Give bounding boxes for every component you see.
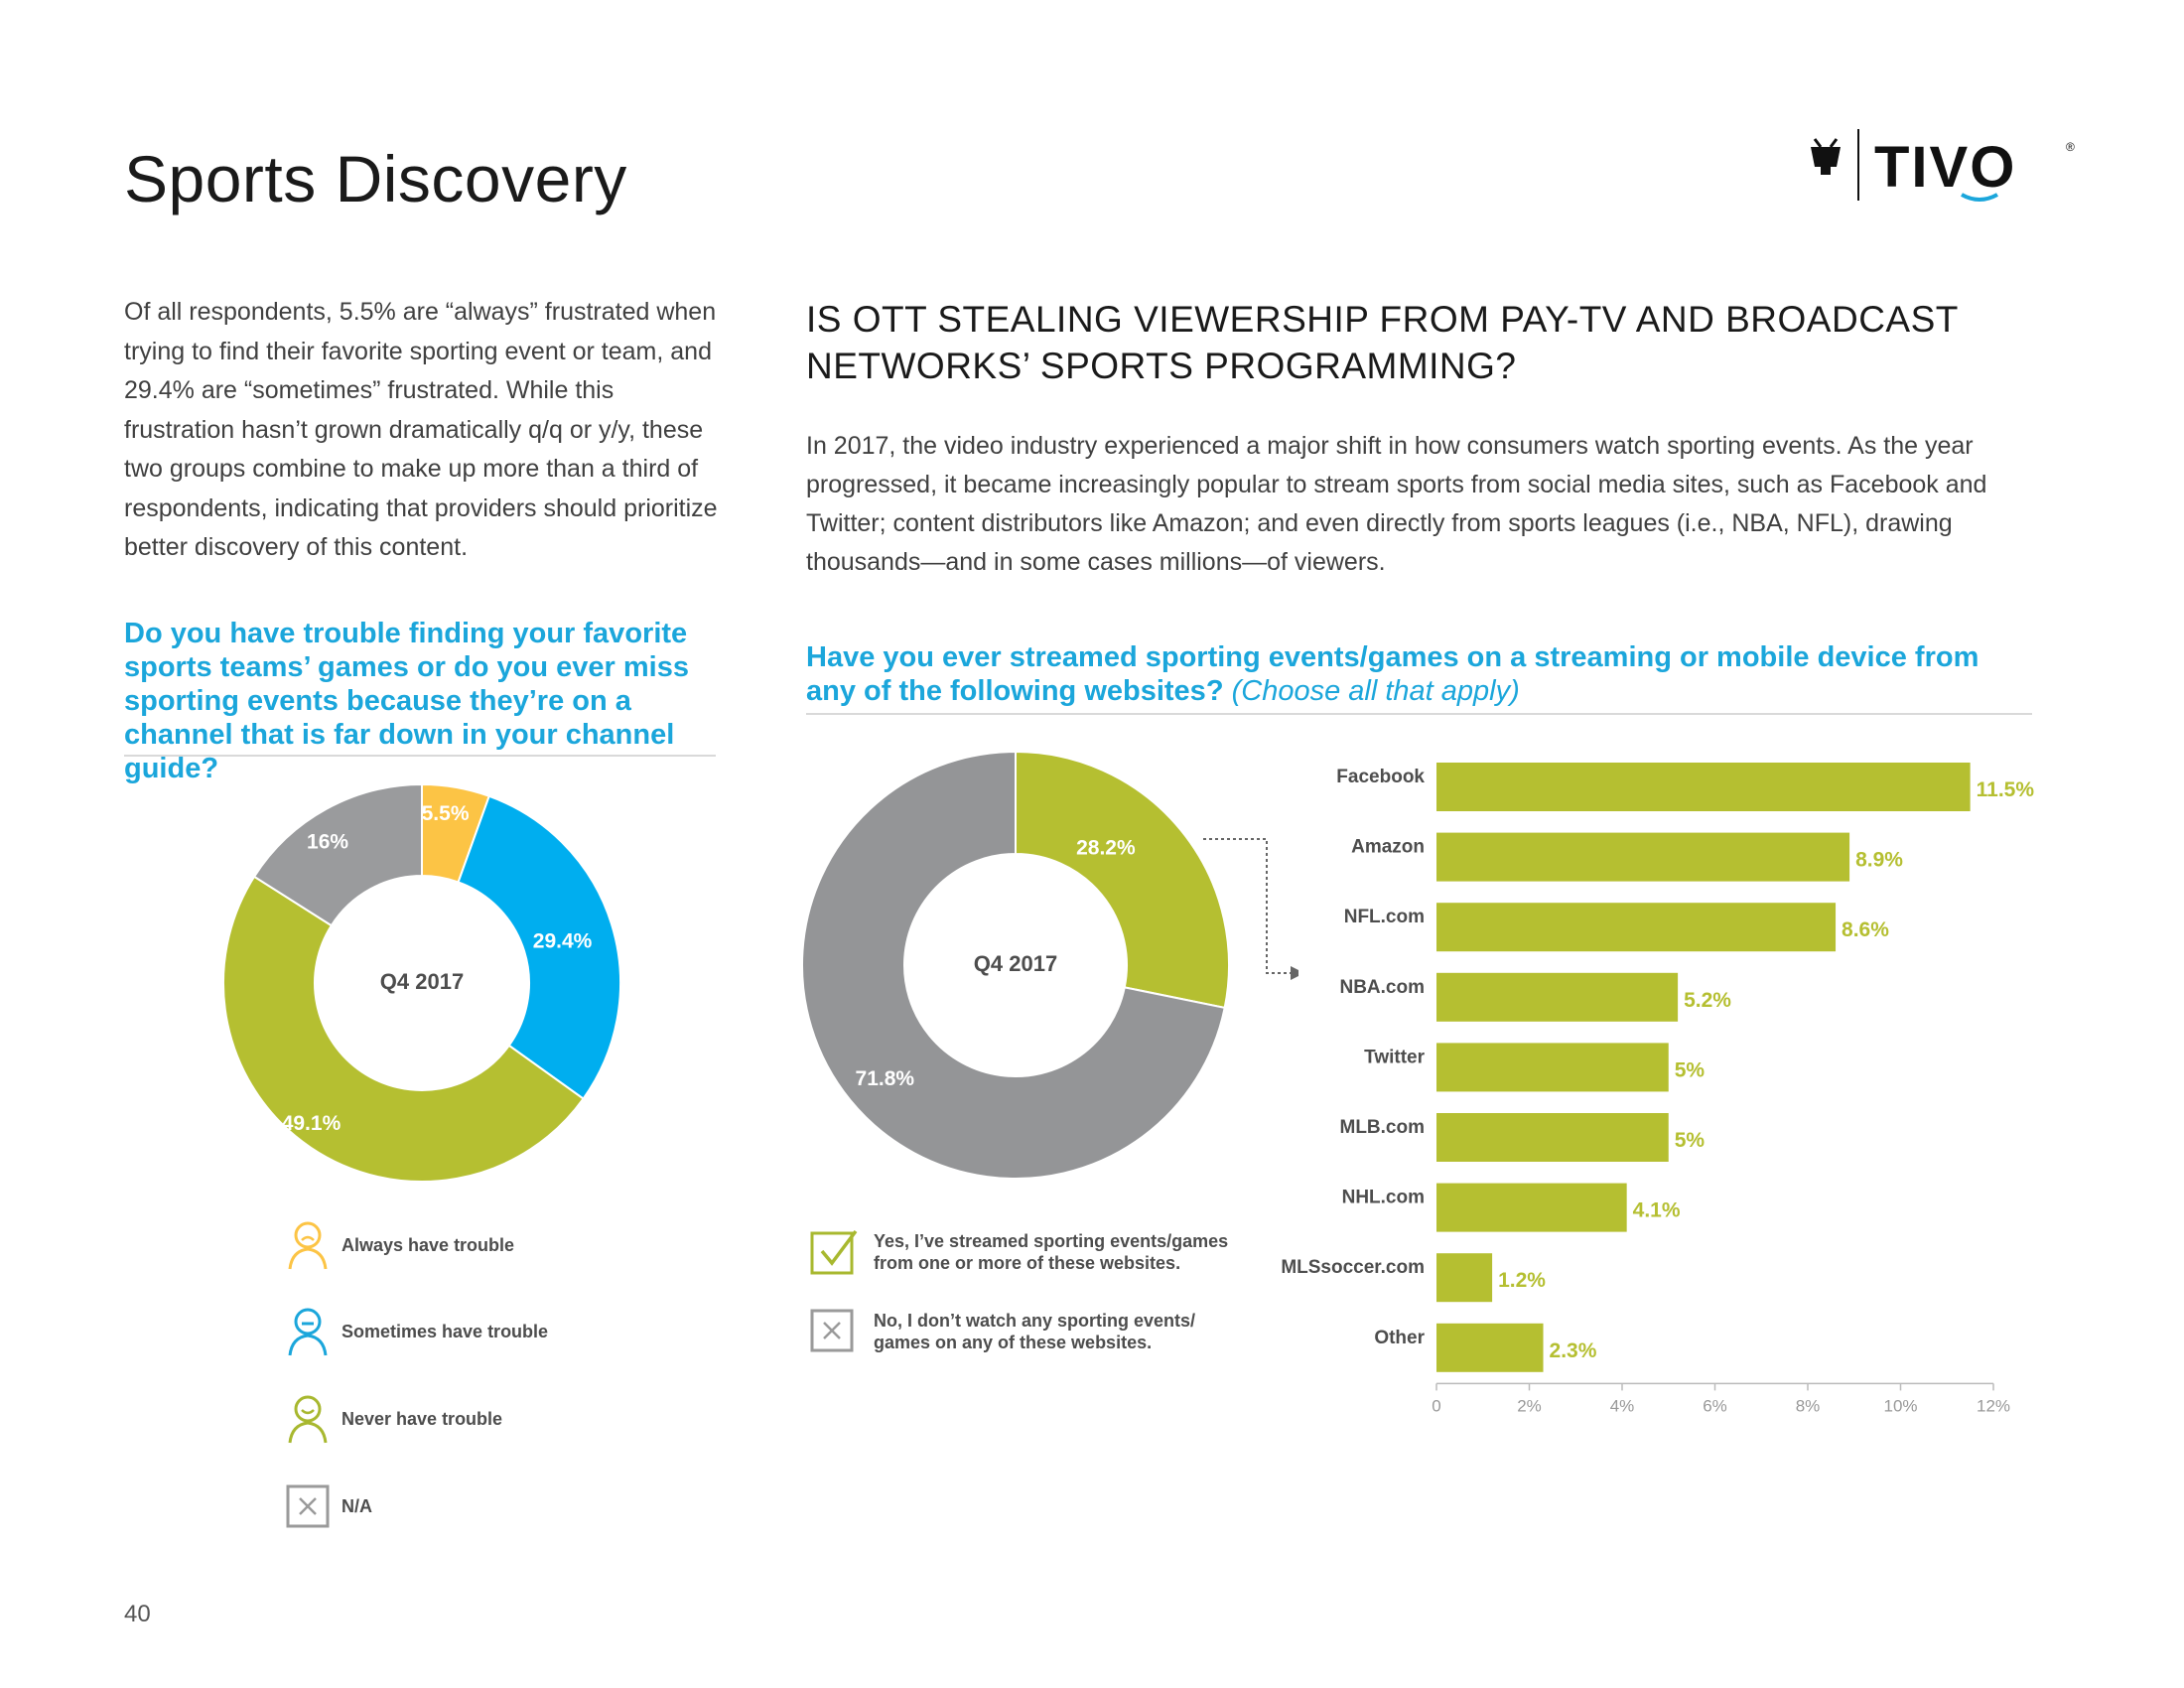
donut-slice — [252, 784, 423, 927]
legend-item-sometimes: Sometimes have trouble — [286, 1306, 548, 1357]
bar-value-label: 8.6% — [1842, 918, 1889, 941]
bar-value-label: 8.9% — [1855, 849, 1903, 872]
bar-category-label: Facebook — [1336, 767, 1425, 787]
bar — [1436, 1253, 1493, 1303]
bar — [1436, 1323, 1544, 1372]
question-2-subtext: (Choose all that apply) — [1231, 675, 1520, 707]
logo-registered-mark: ® — [2066, 140, 2075, 154]
bar-value-label: 5% — [1675, 1129, 1706, 1152]
question-2: Have you ever streamed sporting events/g… — [806, 640, 2027, 708]
donut-slice-label: 28.2% — [1076, 836, 1136, 859]
bar-category-label: MLSsoccer.com — [1281, 1257, 1425, 1278]
legend-label: Yes, I’ve streamed sporting events/games… — [874, 1231, 1229, 1273]
donut-slice — [802, 750, 1226, 1180]
legend-label: Never have trouble — [341, 1408, 503, 1429]
bar — [1436, 1183, 1627, 1232]
bar — [1436, 903, 1837, 952]
legend-item-no: No, I don’t watch any sporting events/ g… — [810, 1309, 1251, 1354]
bar-category-label: NBA.com — [1339, 977, 1425, 998]
bar — [1436, 1043, 1669, 1092]
tivo-logo: TIVO ® — [1811, 129, 2075, 202]
donut-slice-label: 49.1% — [282, 1112, 341, 1135]
bar — [1436, 1113, 1669, 1162]
legend-item-always: Always have trouble — [286, 1219, 514, 1271]
donut-slice-label: 71.8% — [856, 1067, 915, 1090]
bar-category-label: Amazon — [1351, 837, 1425, 858]
question-2-text: Have you ever streamed sporting events/g… — [806, 641, 1979, 707]
donut-slice-label: 16% — [307, 830, 348, 853]
tivo-tv-mascot-icon — [1811, 138, 1841, 175]
bar-category-label: Twitter — [1364, 1047, 1425, 1067]
donut-slice-label: 29.4% — [533, 930, 593, 953]
section-heading: IS OTT STEALING VIEWERSHIP FROM PAY-TV A… — [806, 299, 1959, 386]
streamed-donut-chart: 28.2% 71.8% Q4 2017 — [802, 750, 1298, 1180]
x-box-icon — [286, 1484, 330, 1528]
person-neutral-icon — [288, 1308, 328, 1356]
bar-category-label: NHL.com — [1342, 1188, 1425, 1208]
intro-paragraph: Of all respondents, 5.5% are “always” fr… — [124, 298, 718, 561]
question-1-divider — [124, 755, 716, 757]
bar-value-label: 2.3% — [1550, 1339, 1597, 1362]
bar-value-label: 4.1% — [1633, 1199, 1681, 1222]
logo-smile-icon — [1961, 193, 1998, 202]
bar-value-label: 11.5% — [1977, 778, 2035, 801]
x-tick-label: 8% — [1796, 1396, 1821, 1415]
page-title: Sports Discovery — [124, 142, 627, 215]
bar — [1436, 763, 1971, 811]
trouble-donut-chart: 5.5% 29.4% 49.1% 16% Q4 2017 — [223, 784, 620, 1182]
section-body: In 2017, the video industry experienced … — [806, 432, 1987, 576]
x-tick-label: 4% — [1610, 1396, 1635, 1415]
legend-label: No, I don’t watch any sporting events/ g… — [874, 1311, 1196, 1352]
websites-bar-chart: Facebook 11.5% Amazon 8.9% NFL.com 8.6% NBA.co… — [1281, 763, 2035, 1415]
bar — [1436, 972, 1679, 1022]
question-1: Do you have trouble finding your favorit… — [124, 618, 689, 784]
legend-item-na: N/A — [286, 1484, 372, 1528]
bar-category-label: Other — [1374, 1328, 1425, 1348]
bar-value-label: 1.2% — [1498, 1269, 1546, 1292]
x-tick-label: 0 — [1432, 1396, 1440, 1415]
donut-slice-label: 5.5% — [422, 802, 470, 825]
bar-value-label: 5% — [1675, 1058, 1706, 1081]
donut-slice — [457, 794, 620, 1100]
donut-slice — [223, 875, 585, 1182]
person-sad-icon — [288, 1221, 328, 1270]
legend-label: Always have trouble — [341, 1234, 515, 1255]
donut-center-label: Q4 2017 — [380, 969, 464, 994]
legend-item-yes: Yes, I’ve streamed sporting events/games… — [810, 1227, 1251, 1277]
x-tick-label: 10% — [1883, 1396, 1917, 1415]
bar-value-label: 5.2% — [1684, 989, 1731, 1012]
connector-arrow-icon — [1291, 966, 1298, 980]
connector-line — [1203, 838, 1298, 974]
checkbox-check-icon — [810, 1229, 858, 1275]
donut-center-label: Q4 2017 — [974, 951, 1057, 976]
legend-label: N/A — [341, 1495, 372, 1516]
legend-item-never: Never have trouble — [286, 1393, 502, 1445]
checkbox-x-icon — [810, 1309, 854, 1352]
page-number: 40 — [124, 1601, 151, 1627]
x-tick-label: 12% — [1977, 1396, 2010, 1415]
bar — [1436, 832, 1850, 882]
question-2-divider — [806, 713, 2032, 715]
person-happy-icon — [288, 1395, 328, 1444]
x-tick-label: 6% — [1703, 1396, 1727, 1415]
logo-wordmark: TIVO — [1874, 135, 2016, 200]
x-tick-label: 2% — [1517, 1396, 1542, 1415]
donut-slice — [1015, 750, 1230, 1010]
legend-label: Sometimes have trouble — [341, 1321, 549, 1341]
bar-category-label: NFL.com — [1344, 907, 1425, 927]
bar-category-label: MLB.com — [1340, 1117, 1426, 1138]
